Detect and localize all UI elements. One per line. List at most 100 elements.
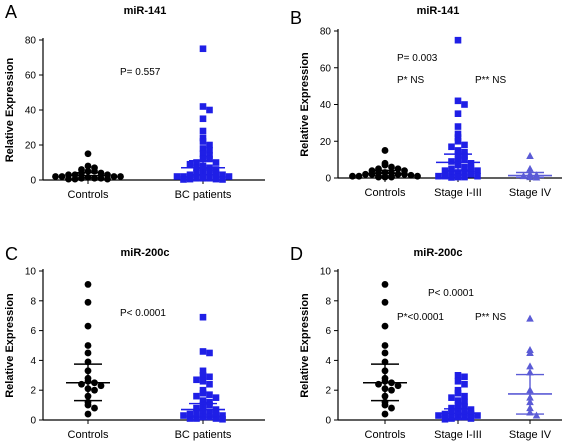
data-point	[219, 415, 226, 423]
data-point	[58, 173, 66, 180]
data-point	[448, 394, 455, 401]
y-tick-label: 0	[325, 174, 331, 185]
data-point	[388, 404, 395, 412]
data-point	[461, 403, 468, 410]
chart-title: miR-200c	[121, 247, 170, 259]
data-point	[454, 401, 462, 409]
y-tick-label: 0	[30, 176, 36, 187]
data-point	[206, 349, 213, 357]
y-tick-label: 2	[325, 386, 331, 397]
data-point	[474, 412, 481, 419]
x-tick-label: Stage IV	[509, 187, 552, 199]
y-axis-label: Relative Expression	[299, 293, 311, 398]
data-point	[454, 36, 462, 44]
series-stage-i-iii	[435, 372, 481, 423]
y-tick-label: 40	[320, 100, 332, 111]
data-point	[193, 174, 200, 182]
x-tick-label: Controls	[365, 429, 406, 441]
y-tick-label: 80	[320, 27, 332, 38]
series-bc-patients	[173, 45, 233, 183]
y-tick-label: 10	[320, 267, 332, 278]
data-point	[388, 173, 395, 181]
data-point	[381, 410, 389, 418]
chart-title: miR-141	[124, 5, 167, 17]
data-point	[441, 415, 449, 423]
data-point	[180, 176, 187, 183]
data-point	[401, 170, 408, 178]
data-point	[461, 141, 468, 149]
data-point	[454, 397, 462, 404]
data-point	[193, 169, 200, 177]
data-point	[461, 152, 468, 160]
data-point	[84, 410, 92, 418]
data-point	[199, 103, 207, 110]
data-point	[467, 171, 475, 178]
p-value-annotation: P*<0.0001	[397, 312, 444, 323]
data-point	[448, 165, 455, 173]
data-point	[206, 174, 213, 182]
series-stage-iv	[508, 151, 552, 181]
p-value-annotation: P= 0.557	[120, 67, 161, 78]
series-controls	[66, 281, 110, 418]
data-point	[84, 401, 92, 409]
data-point	[435, 172, 442, 180]
data-point	[199, 377, 207, 385]
data-point	[526, 314, 534, 322]
data-point	[381, 147, 389, 154]
data-point	[461, 413, 468, 421]
data-point	[212, 175, 220, 183]
data-point	[212, 159, 220, 166]
x-tick-label: Controls	[68, 429, 109, 441]
data-point	[84, 150, 92, 158]
y-tick-label: 40	[25, 106, 37, 117]
data-point	[219, 412, 226, 419]
x-tick-label: BC patients	[175, 189, 232, 201]
data-point	[454, 110, 462, 117]
data-point	[219, 176, 226, 183]
data-point	[532, 411, 541, 419]
chart-title: miR-200c	[414, 247, 463, 259]
data-point	[186, 160, 194, 168]
chart-title: miR-141	[417, 5, 460, 17]
data-point	[206, 401, 213, 409]
data-point	[362, 170, 369, 178]
data-point	[84, 162, 92, 170]
data-point	[407, 171, 415, 179]
panel-letter: D	[290, 244, 303, 264]
data-point	[526, 368, 534, 376]
data-point	[206, 167, 213, 175]
data-point	[212, 394, 220, 401]
data-point	[206, 380, 213, 388]
data-point	[206, 141, 213, 149]
p-value-annotation: P< 0.0001	[428, 288, 474, 299]
data-point	[448, 158, 455, 165]
data-point	[78, 380, 85, 388]
data-point	[199, 155, 207, 163]
data-point	[461, 173, 468, 181]
data-point	[199, 348, 207, 355]
y-tick-label: 8	[30, 296, 36, 307]
data-point	[193, 376, 200, 384]
data-point	[461, 148, 468, 156]
data-point	[193, 404, 200, 412]
data-point	[193, 392, 200, 400]
data-point	[84, 342, 92, 349]
data-point	[388, 163, 395, 171]
data-point	[206, 391, 213, 398]
y-tick-label: 2	[30, 386, 36, 397]
data-point	[91, 404, 98, 412]
data-point	[368, 170, 376, 178]
data-point	[84, 281, 92, 288]
data-point	[186, 175, 194, 183]
data-point	[52, 173, 59, 180]
data-point	[193, 159, 200, 166]
y-tick-label: 4	[325, 356, 331, 367]
data-point	[526, 348, 534, 356]
x-tick-label: Controls	[68, 189, 109, 201]
data-point	[173, 173, 181, 180]
y-tick-label: 0	[30, 416, 36, 427]
y-tick-label: 80	[25, 36, 37, 47]
data-point	[84, 298, 92, 306]
data-point	[349, 172, 356, 180]
y-axis-label: Relative Expression	[4, 293, 16, 398]
